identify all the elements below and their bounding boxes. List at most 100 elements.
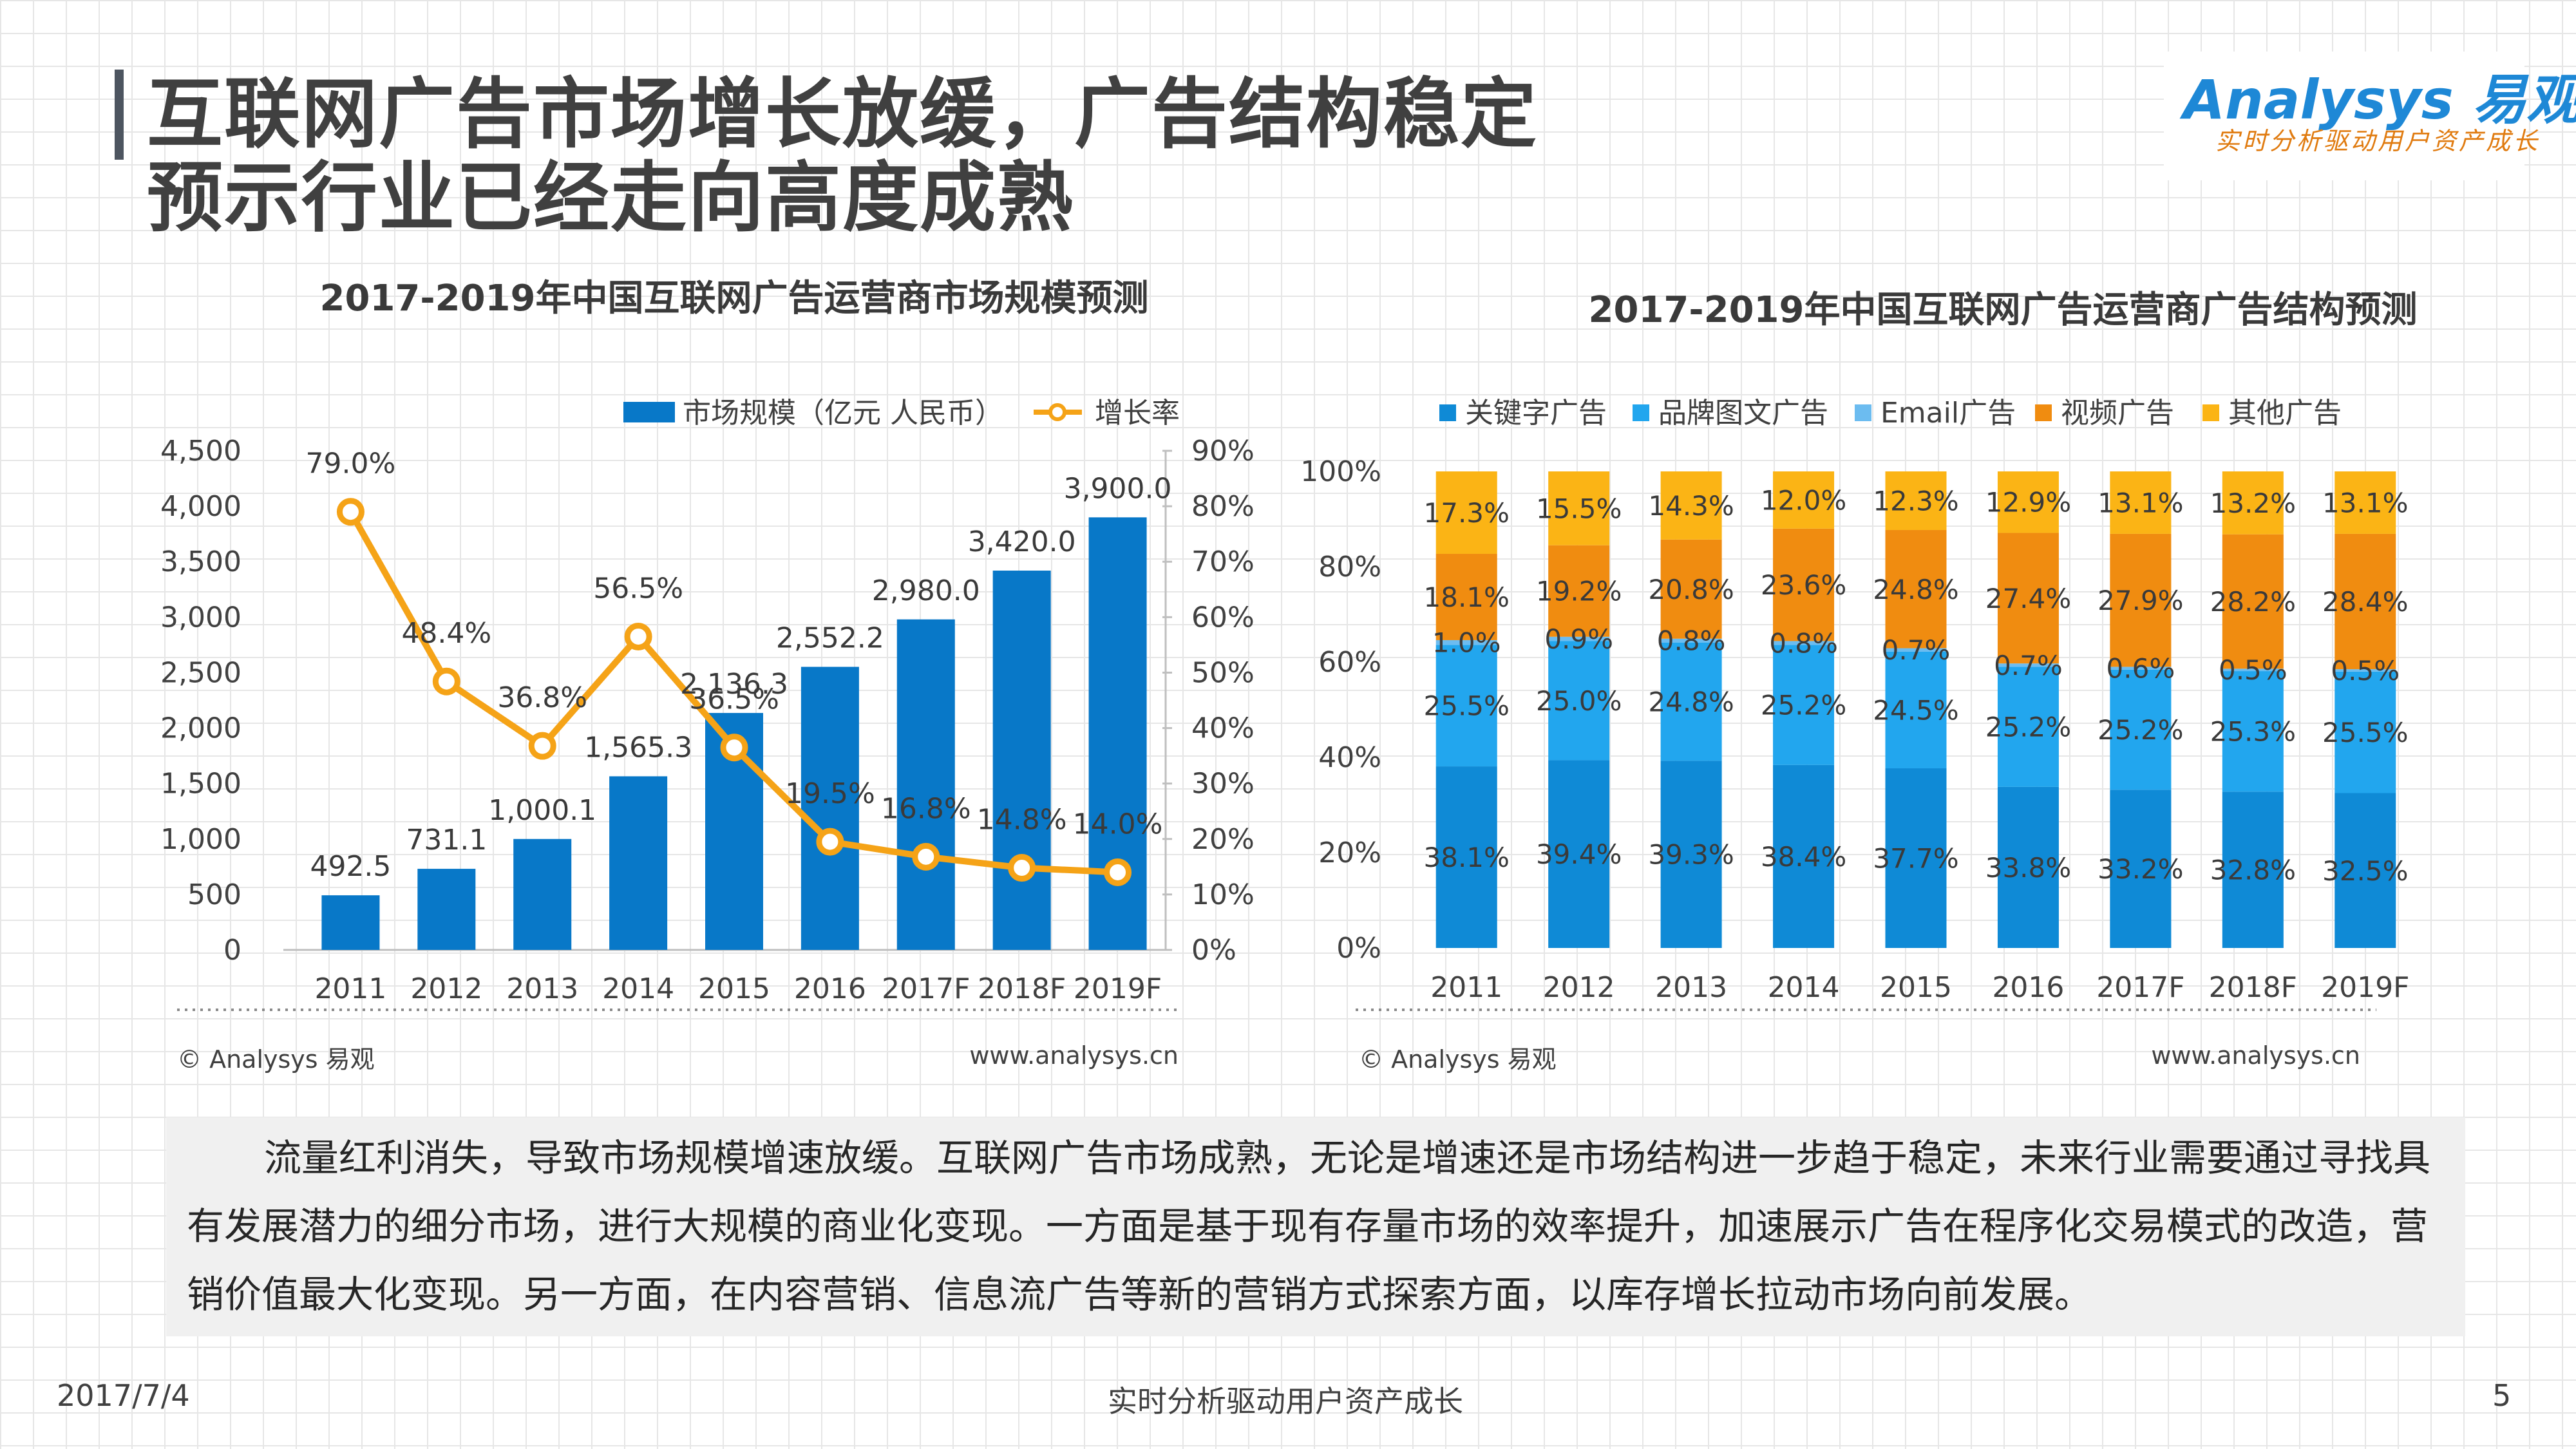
footer-date: 2017/7/4 xyxy=(57,1378,190,1413)
chart2-segment-brand xyxy=(2222,671,2284,792)
chart2-segment-label-video: 28.2% xyxy=(2210,586,2296,618)
chart1-source: © Analysys 易观 xyxy=(177,1045,375,1074)
chart2-segment-label-other: 13.2% xyxy=(2210,488,2296,519)
chart1-yleft-tick: 0 xyxy=(223,934,242,967)
chart2-x-tick: 2017F xyxy=(2096,971,2184,1004)
chart2-segment-label-keyword: 38.4% xyxy=(1761,841,1846,873)
chart2-segment-label-brand: 25.0% xyxy=(1536,685,1622,717)
chart1-growth-point xyxy=(1008,854,1036,882)
chart1-x-tick: 2019F xyxy=(1074,972,1162,1005)
logo-tagline: 实时分析驱动用户资产成长 xyxy=(2215,127,2541,155)
chart2-segment-video xyxy=(1548,545,1610,637)
chart2-segment-label-email: 0.6% xyxy=(2107,653,2175,685)
chart1-bar-label: 3,900.0 xyxy=(1064,472,1172,505)
chart1-growth-label: 36.5% xyxy=(689,683,779,716)
chart1-bar xyxy=(992,571,1051,950)
chart2-segment-brand xyxy=(1885,651,1947,769)
chart2-segment-label-email: 1.0% xyxy=(1432,627,1501,659)
chart2-segment-label-other: 14.3% xyxy=(1648,490,1734,522)
chart2-segment-other xyxy=(1885,471,1947,531)
chart1-yleft-tick: 2,000 xyxy=(160,712,242,745)
chart1-x-tick: 2015 xyxy=(698,972,770,1005)
chart2-x-tick: 2013 xyxy=(1655,971,1727,1004)
chart1-yleft-tick: 1,500 xyxy=(160,768,242,800)
chart2-x-tick: 2018F xyxy=(2209,971,2297,1004)
chart1-yright-tick: 40% xyxy=(1191,712,1255,745)
chart2-segment-other xyxy=(1997,471,2059,533)
chart2-segment-label-other: 13.1% xyxy=(2322,487,2408,518)
page-number: 5 xyxy=(2492,1378,2512,1413)
chart2-segment-label-keyword: 38.1% xyxy=(1424,842,1510,873)
chart2-segment-label-brand: 24.8% xyxy=(1648,686,1734,717)
chart2-segment-other xyxy=(1660,471,1722,540)
analysys-logo: Analysys 易观 xyxy=(2183,68,2576,131)
chart2-segment-label-video: 18.1% xyxy=(1424,582,1510,613)
chart2-segment-keyword xyxy=(1885,768,1947,948)
chart2-legend-swatch-keyword xyxy=(1439,404,1456,421)
chart2-segment-brand xyxy=(1435,645,1497,767)
chart2-legend-swatch-email xyxy=(1855,404,1871,421)
chart2-segment-label-keyword: 33.2% xyxy=(2098,853,2183,885)
chart2-legend-swatch-other xyxy=(2202,404,2219,421)
chart1-yleft-tick: 2,500 xyxy=(160,656,242,689)
logo-area xyxy=(2164,52,2524,180)
chart2-segment-brand xyxy=(2334,671,2396,793)
chart2-segment-label-video: 24.8% xyxy=(1873,574,1958,605)
chart2-x-tick: 2016 xyxy=(1992,971,2064,1004)
chart1-yright-tick: 20% xyxy=(1191,823,1255,856)
chart1-growth-label: 56.5% xyxy=(593,572,683,605)
chart2-segment-other xyxy=(2222,471,2284,535)
chart1-x-tick: 2012 xyxy=(410,972,482,1005)
chart2-segment-video xyxy=(1660,539,1722,639)
chart2-legend-label-email: Email广告 xyxy=(1880,397,2016,430)
chart1-yleft-tick: 3,000 xyxy=(160,601,242,634)
chart1-x-tick: 2011 xyxy=(314,972,386,1005)
chart1-growth-point xyxy=(432,667,460,696)
chart2-segment-label-video: 23.6% xyxy=(1761,569,1846,601)
chart1-growth-point xyxy=(720,734,748,762)
chart1-legend-bar-swatch xyxy=(623,402,675,422)
chart1-yleft-tick: 4,500 xyxy=(160,435,242,468)
summary-box xyxy=(166,1117,2465,1336)
chart2-segment-label-email: 0.9% xyxy=(1544,623,1613,655)
chart1-bar xyxy=(321,895,380,950)
title-accent-bar xyxy=(115,70,124,160)
chart1-yright-tick: 10% xyxy=(1191,878,1255,911)
chart1-bar-label: 3,420.0 xyxy=(968,526,1076,558)
chart1-growth-point xyxy=(816,828,844,856)
chart1-yright-tick: 30% xyxy=(1191,768,1255,800)
chart2-segment-label-brand: 24.5% xyxy=(1873,694,1958,726)
chart2-segment-label-keyword: 32.5% xyxy=(2322,855,2408,887)
chart1-growth-label: 14.8% xyxy=(977,804,1067,837)
chart1-growth-label: 14.0% xyxy=(1073,808,1163,840)
chart2-segment-other xyxy=(1773,471,1835,529)
chart2-y-tick: 40% xyxy=(1318,741,1381,774)
chart1-growth-point xyxy=(336,498,365,526)
summary-text: 流量红利消失，导致市场规模增速放缓。互联网广告市场成熟，无论是增速还是市场结构进… xyxy=(187,1136,2431,1316)
chart2-segment-other xyxy=(2110,471,2172,534)
chart2-segment-label-video: 28.4% xyxy=(2322,586,2408,618)
chart1-yleft-tick: 1,000 xyxy=(160,823,242,856)
chart1-x-tick: 2016 xyxy=(794,972,866,1005)
chart1-bar xyxy=(609,776,668,950)
chart2-segment-label-brand: 25.2% xyxy=(1985,712,2071,743)
chart2-segment-email xyxy=(1773,641,1835,645)
chart2-segment-label-other: 13.1% xyxy=(2098,487,2183,518)
chart2-segment-label-keyword: 32.8% xyxy=(2210,855,2296,886)
chart1-growth-point xyxy=(624,622,652,650)
chart1-bar-label: 1,565.3 xyxy=(584,731,692,764)
chart2-segment-label-other: 15.5% xyxy=(1536,493,1622,524)
chart1-yright-tick: 50% xyxy=(1191,656,1255,689)
chart2-segment-brand xyxy=(1773,645,1835,765)
chart2-legend-swatch-video xyxy=(2035,404,2052,421)
chart1-bar xyxy=(800,667,859,950)
chart2-segment-label-email: 0.5% xyxy=(2219,654,2287,686)
chart2-segment-email xyxy=(2222,668,2284,672)
chart1-bar-label: 492.5 xyxy=(310,850,391,883)
chart1-yright-tick: 0% xyxy=(1191,934,1236,967)
chart1-growth-label: 36.8% xyxy=(497,681,587,714)
chart2-segment-label-keyword: 39.3% xyxy=(1648,839,1734,871)
chart2-segment-keyword xyxy=(1548,760,1610,948)
chart2-segment-video xyxy=(2334,533,2396,670)
chart2-legend-label-keyword: 关键字广告 xyxy=(1465,397,1607,430)
